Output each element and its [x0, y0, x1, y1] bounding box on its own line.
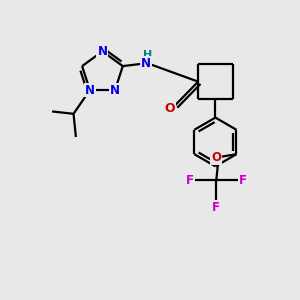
- Text: O: O: [211, 151, 221, 164]
- Text: F: F: [212, 201, 220, 214]
- Text: F: F: [239, 174, 247, 187]
- Text: N: N: [110, 83, 120, 97]
- Text: N: N: [98, 45, 107, 58]
- Text: F: F: [185, 174, 194, 187]
- Text: H: H: [142, 50, 152, 60]
- Text: N: N: [141, 57, 151, 70]
- Text: N: N: [85, 83, 95, 97]
- Text: O: O: [164, 102, 175, 115]
